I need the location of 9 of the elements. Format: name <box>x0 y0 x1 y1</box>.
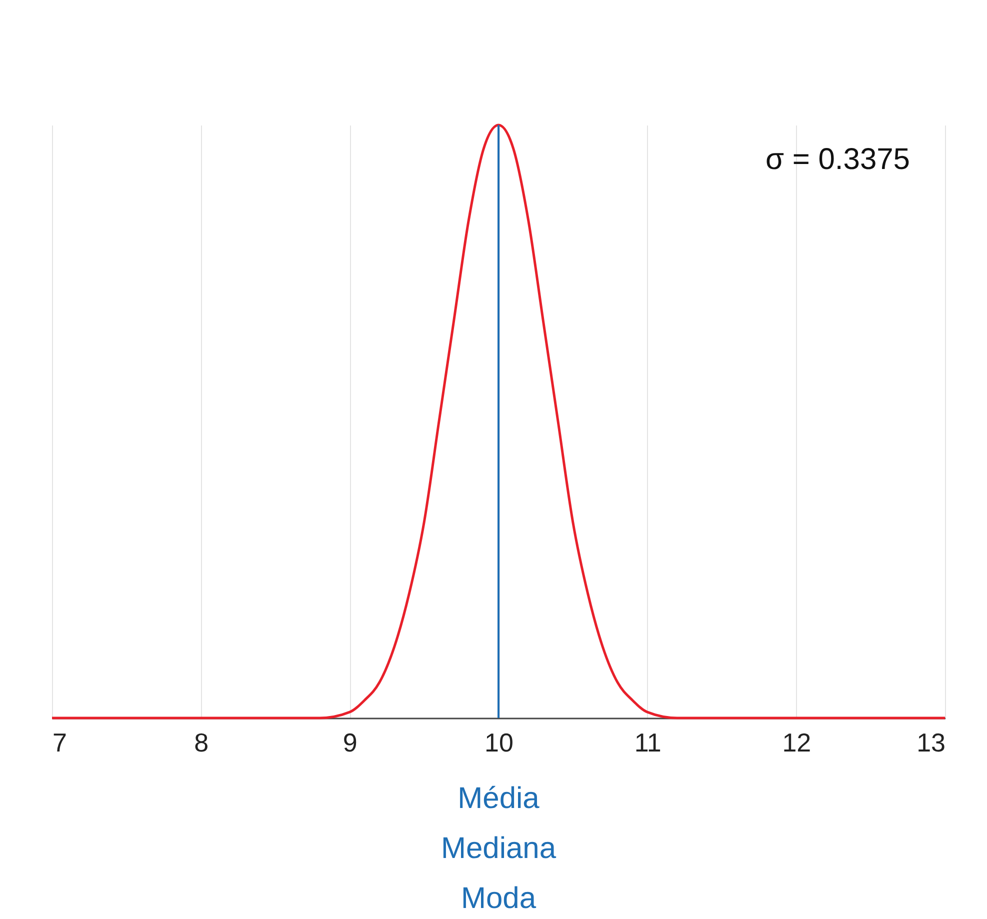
x-tick-label: 13 <box>916 728 946 758</box>
annotation: σ = 0.3375 <box>766 143 910 176</box>
x-tick-label: 9 <box>342 728 358 758</box>
x-tick-label: 11 <box>634 728 662 758</box>
ref-line-label: Média Mediana Moda <box>440 782 556 915</box>
x-tick-label: 10 <box>484 728 514 758</box>
x-tick-label: 8 <box>194 728 209 758</box>
x-tick-label: 12 <box>782 728 812 758</box>
x-tick-label: 7 <box>52 728 67 758</box>
